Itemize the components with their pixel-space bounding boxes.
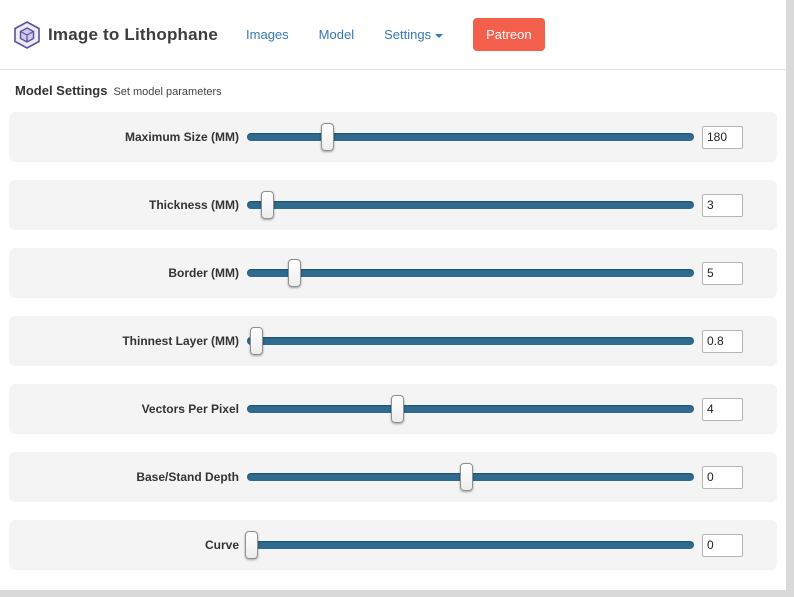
slider-label: Border (MM) — [168, 266, 239, 280]
slider-label: Vectors Per Pixel — [141, 402, 239, 416]
slider-row: Border (MM) — [9, 248, 777, 298]
navbar: Image to Lithophane Images Model Setting… — [0, 0, 786, 70]
slider-row: Thickness (MM) — [9, 180, 777, 230]
slider-value-input[interactable] — [702, 261, 743, 285]
slider-thumb[interactable] — [261, 191, 275, 219]
slider-value-input[interactable] — [702, 397, 743, 421]
nav-links: Images Model Settings Patreon — [246, 18, 545, 51]
slider-value-input[interactable] — [702, 465, 743, 489]
slider-thumb[interactable] — [249, 327, 263, 355]
slider-label: Curve — [204, 538, 239, 552]
slider-row: Base/Stand Depth — [9, 452, 777, 502]
slider-track[interactable] — [247, 325, 694, 357]
slider-track-bar — [247, 133, 694, 141]
slider-track[interactable] — [247, 393, 694, 425]
app-window: Image to Lithophane Images Model Setting… — [0, 0, 786, 590]
settings-panel: Maximum Size (MM) Thickness (MM) Border … — [0, 110, 786, 570]
brand: Image to Lithophane — [14, 20, 219, 49]
nav-link-settings-label: Settings — [384, 27, 432, 42]
slider-track-bar — [247, 337, 694, 345]
section-subtitle: Set model parameters — [113, 86, 222, 98]
nav-link-model[interactable]: Model — [318, 27, 355, 42]
slider-label: Thickness (MM) — [148, 198, 239, 212]
slider-value-input[interactable] — [702, 193, 743, 217]
caret-down-icon — [435, 33, 444, 38]
slider-row: Curve — [9, 520, 777, 570]
slider-value-input[interactable] — [702, 125, 743, 149]
slider-track[interactable] — [247, 257, 694, 289]
nav-link-images[interactable]: Images — [246, 27, 289, 42]
slider-label: Maximum Size (MM) — [124, 130, 239, 144]
slider-value-input[interactable] — [702, 329, 743, 353]
slider-track[interactable] — [247, 121, 694, 153]
slider-track[interactable] — [245, 529, 694, 561]
slider-track[interactable] — [247, 189, 694, 221]
app-title: Image to Lithophane — [48, 24, 219, 44]
slider-row: Vectors Per Pixel — [9, 384, 777, 434]
slider-thumb[interactable] — [287, 259, 301, 287]
slider-thumb[interactable] — [245, 531, 259, 559]
slider-row: Thinnest Layer (MM) — [9, 316, 777, 366]
slider-thumb[interactable] — [390, 395, 404, 423]
slider-track-bar — [247, 201, 694, 209]
section-header: Model Settings Set model parameters — [0, 70, 786, 110]
slider-track-bar — [247, 405, 694, 413]
slider-track-bar — [247, 269, 694, 277]
slider-value-input[interactable] — [702, 533, 743, 557]
patreon-button[interactable]: Patreon — [473, 18, 545, 51]
slider-label: Thinnest Layer (MM) — [122, 334, 239, 348]
slider-thumb[interactable] — [460, 463, 474, 491]
slider-row: Maximum Size (MM) — [9, 112, 777, 162]
slider-label: Base/Stand Depth — [136, 470, 239, 484]
app-logo-icon — [14, 20, 40, 49]
slider-thumb[interactable] — [321, 123, 335, 151]
slider-track-bar — [247, 541, 694, 549]
nav-link-settings[interactable]: Settings — [384, 27, 444, 42]
section-title: Model Settings — [15, 83, 108, 98]
slider-track[interactable] — [247, 461, 694, 493]
